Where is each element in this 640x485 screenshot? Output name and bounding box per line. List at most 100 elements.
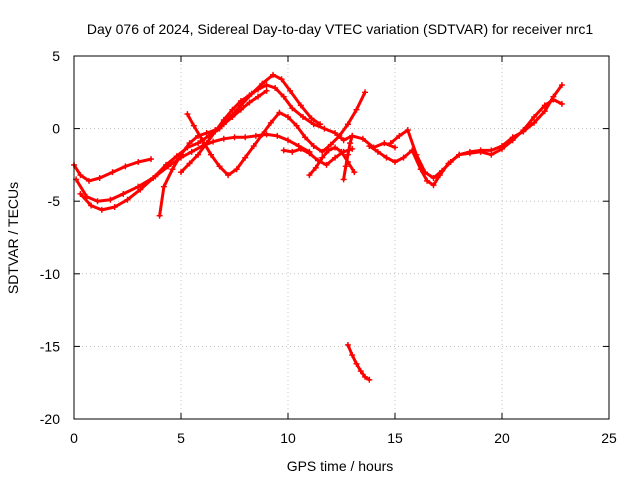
data-point — [289, 148, 296, 155]
data-point — [312, 164, 319, 171]
chart-title: Day 076 of 2024, Sidereal Day-to-day VTE… — [87, 21, 593, 37]
data-point — [195, 151, 202, 158]
data-point — [94, 198, 101, 205]
x-tick-label: 20 — [494, 430, 510, 446]
data-point — [289, 105, 296, 112]
data-point — [319, 154, 326, 161]
data-point — [306, 150, 313, 157]
data-point — [336, 132, 343, 139]
data-point — [280, 147, 287, 154]
data-point — [488, 151, 495, 158]
data-point — [225, 172, 232, 179]
data-point — [77, 172, 84, 179]
data-point — [188, 148, 195, 155]
x-tick-label: 0 — [70, 430, 78, 446]
data-point — [366, 143, 373, 150]
data-point — [246, 99, 253, 106]
plot-frame — [73, 55, 610, 420]
data-point — [107, 196, 114, 203]
data-point — [280, 93, 287, 100]
data-point — [392, 158, 398, 165]
data-point — [404, 127, 411, 134]
data-point — [278, 76, 285, 83]
data-point — [306, 172, 313, 179]
data-point — [287, 87, 294, 94]
data-point — [163, 161, 170, 168]
y-tick-label: -5 — [48, 193, 61, 209]
data-point — [362, 89, 369, 96]
data-point — [353, 360, 360, 367]
data-point — [184, 111, 191, 118]
data-point — [246, 92, 253, 99]
data-point — [541, 102, 548, 109]
data-point — [267, 119, 274, 126]
data-point — [541, 108, 548, 115]
data-point — [255, 93, 262, 100]
data-point — [199, 137, 206, 144]
data-point — [259, 131, 266, 138]
data-point — [237, 106, 244, 113]
data-point — [237, 98, 244, 105]
data-point — [332, 144, 339, 151]
data-point — [421, 169, 428, 176]
data-point — [344, 121, 351, 128]
y-axis-label: SDTVAR / TECUs — [5, 182, 21, 294]
series-line-track-d — [158, 89, 269, 218]
data-point — [109, 169, 116, 176]
data-point — [509, 137, 516, 144]
data-point — [327, 141, 334, 148]
data-point — [499, 145, 505, 152]
data-point — [85, 177, 92, 184]
data-point — [308, 115, 315, 122]
data-point — [447, 158, 454, 165]
data-point — [340, 176, 347, 183]
data-point — [349, 352, 356, 359]
series-line-track-f — [185, 90, 367, 177]
data-point — [466, 150, 473, 157]
data-point — [299, 113, 306, 120]
data-point — [186, 140, 193, 147]
data-point — [124, 196, 131, 203]
data-point — [285, 137, 291, 144]
data-point — [88, 202, 95, 209]
data-point — [255, 86, 262, 93]
data-point — [381, 140, 388, 147]
data-point — [332, 154, 339, 161]
data-point — [242, 154, 249, 161]
x-tick-label: 15 — [387, 430, 403, 446]
data-point — [558, 100, 565, 107]
data-point — [439, 167, 446, 174]
tick-layer: 0 5 10 15 20 25 5 0 -5 -10 -15 -20 — [40, 48, 617, 446]
data-point — [122, 163, 129, 170]
data-point — [148, 156, 155, 163]
data-point — [297, 145, 304, 152]
x-axis-label: GPS time / hours — [287, 458, 394, 474]
data-point — [430, 174, 437, 181]
data-point — [413, 151, 420, 158]
x-tick-label: 10 — [280, 430, 296, 446]
data-point — [186, 160, 193, 167]
data-point — [344, 151, 351, 158]
data-point — [111, 204, 118, 211]
data-point — [353, 106, 360, 113]
data-point — [351, 169, 358, 176]
data-point — [344, 341, 351, 348]
data-point — [160, 183, 167, 190]
data-point — [276, 109, 283, 116]
data-point — [263, 87, 270, 94]
data-point — [424, 177, 431, 184]
data-point — [274, 132, 281, 139]
data-point — [96, 174, 103, 181]
data-point — [220, 116, 227, 123]
data-point — [383, 154, 390, 161]
data-point — [252, 132, 259, 139]
data-point — [169, 166, 176, 173]
data-point — [233, 166, 240, 173]
x-tick-label: 5 — [177, 430, 185, 446]
data-point — [212, 128, 219, 135]
data-point — [270, 71, 277, 78]
data-point — [332, 129, 339, 136]
data-point — [229, 106, 236, 113]
data-point — [302, 134, 309, 141]
